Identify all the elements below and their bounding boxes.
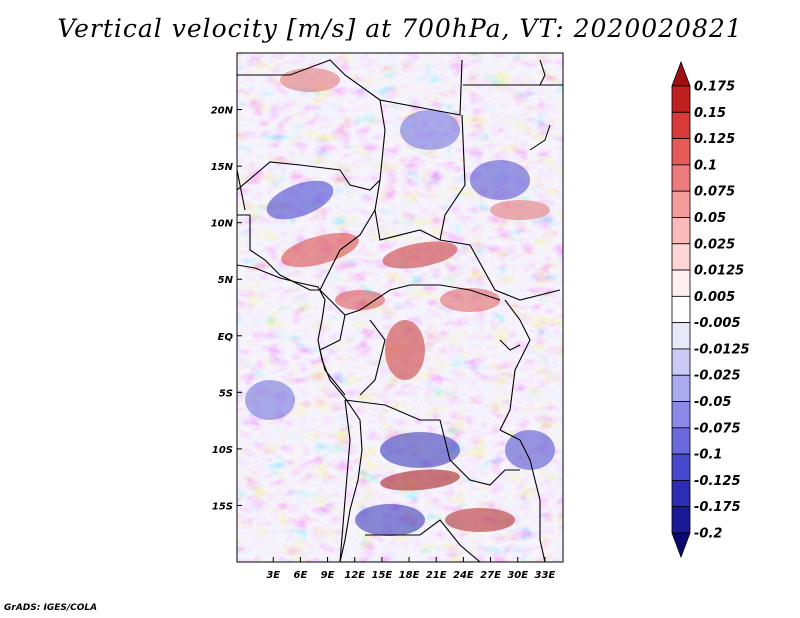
lat-label: EQ [218, 332, 234, 343]
lat-label: 15S [212, 501, 233, 512]
colorbar-segment [671, 427, 691, 455]
colorbar-label: -0.2 [694, 527, 722, 542]
colorbar-segment [671, 295, 691, 324]
lon-label: 21E [426, 570, 447, 581]
colorbar-segment [671, 85, 691, 113]
colorbar-segment [671, 138, 691, 166]
lon-label: 9E [321, 570, 335, 581]
colorbar-label: 0.125 [694, 132, 735, 147]
latitude-axis: 20N 15N 10N 5N EQ 5S 10S 15S [211, 106, 242, 512]
colorbar-segment [671, 322, 691, 350]
velocity-field [237, 53, 563, 562]
lon-label: 33E [535, 570, 556, 581]
colorbar-label: 0.075 [694, 185, 735, 200]
lat-label: 10N [211, 219, 234, 230]
lon-label: 3E [266, 570, 280, 581]
colorbar-label: 0.15 [694, 106, 726, 121]
lon-label: 30E [507, 570, 528, 581]
country-borders [237, 59, 563, 562]
longitude-axis: 3E 6E 9E 12E 15E 18E 21E 24E 27E 30E 33E [266, 557, 555, 581]
chart-title: Vertical velocity [m/s] at 700hPa, VT: 2… [57, 14, 743, 43]
lon-label: 6E [293, 570, 307, 581]
colorbar-top-arrow [671, 60, 691, 87]
grads-credit: GrADS: IGES/COLA [4, 603, 98, 613]
colorbar-label: -0.0125 [694, 342, 750, 357]
coastline [237, 264, 363, 562]
colorbar-segment [671, 269, 691, 297]
colorbar-label: 0.025 [694, 237, 735, 252]
colorbar-bottom-arrow [671, 532, 691, 559]
lon-label: 24E [453, 570, 474, 581]
colorbar-label: -0.005 [694, 316, 741, 331]
map-frame [236, 52, 564, 563]
colorbar-label: -0.1 [694, 448, 722, 463]
colorbar-label: -0.05 [694, 395, 731, 410]
colorbar-segment [671, 453, 691, 481]
lat-label: 5S [219, 388, 233, 399]
colorbar-label: 0.0125 [694, 264, 744, 279]
lon-label: 27E [480, 570, 501, 581]
colorbar-segment [671, 243, 691, 271]
colorbar-segment [671, 374, 691, 402]
colorbar: 0.175 0.15 0.125 0.1 0.075 0.05 0.025 0.0125 0.0… [671, 60, 750, 559]
colorbar-label: 0.05 [694, 211, 726, 226]
colorbar-label: -0.125 [694, 474, 741, 489]
lat-label: 5N [218, 275, 234, 286]
colorbar-segment [671, 480, 691, 508]
colorbar-label: -0.025 [694, 369, 741, 384]
colorbar-label: 0.005 [694, 290, 735, 305]
lon-label: 18E [399, 570, 420, 581]
colorbar-label: 0.175 [694, 80, 735, 95]
lat-label: 10S [212, 445, 233, 456]
colorbar-label: -0.175 [694, 500, 741, 515]
colorbar-segment [671, 190, 691, 218]
lat-label: 20N [211, 106, 234, 117]
nile-line [529, 124, 551, 151]
colorbar-segment [671, 111, 691, 139]
colorbar-segment [671, 164, 691, 192]
lon-label: 12E [344, 570, 365, 581]
lat-label: 15N [211, 162, 234, 173]
colorbar-label: 0.1 [694, 158, 717, 173]
colorbar-segment [671, 217, 691, 245]
colorbar-label: -0.075 [694, 421, 741, 436]
lon-label: 15E [372, 570, 393, 581]
colorbar-segment [671, 348, 691, 376]
colorbar-segment [671, 506, 691, 534]
colorbar-segment [671, 401, 691, 429]
